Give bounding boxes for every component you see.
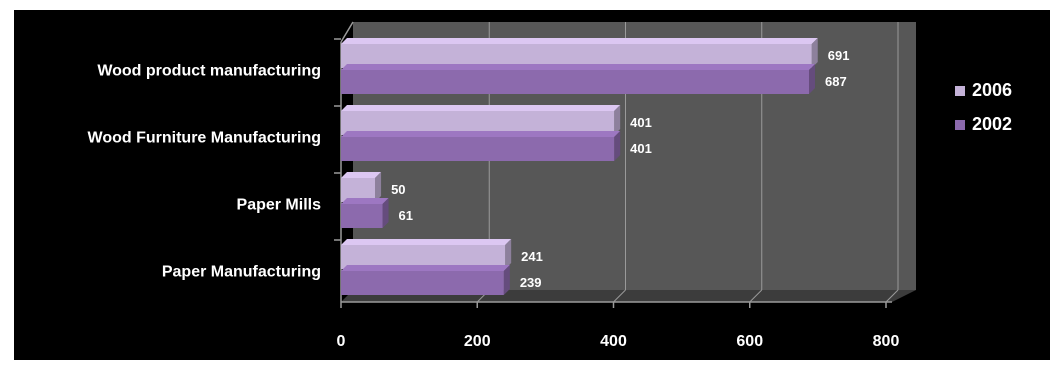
floor-gridline [885, 289, 899, 303]
category-label: Paper Manufacturing [162, 264, 321, 281]
x-tick-label: 800 [873, 333, 900, 350]
bar-2002 [341, 64, 816, 94]
bar-top-face [341, 265, 510, 271]
x-tick-label: 600 [736, 333, 763, 350]
bar-top-face [341, 131, 621, 137]
bar-2006 [341, 239, 512, 269]
bar-front-face [341, 70, 810, 94]
bars [341, 38, 818, 295]
bar-top-face [341, 64, 816, 70]
x-tick-label: 200 [464, 333, 491, 350]
bar-2006 [341, 105, 621, 135]
category-label: Wood product manufacturing [97, 63, 321, 80]
bar-top-face [341, 38, 818, 44]
data-label: 401 [630, 115, 652, 130]
bar-top-face [341, 198, 389, 204]
data-label: 61 [399, 208, 413, 223]
data-label: 687 [825, 74, 847, 89]
bar-side-face [614, 105, 621, 135]
chart-frame: 0 200 400 600 800 Wood product manufacturing 6… [14, 10, 1050, 360]
bar-side-face [614, 131, 621, 161]
category-label: Paper Mills [237, 197, 322, 214]
x-tick-label: 0 [337, 333, 346, 350]
bar-chart: 0 200 400 600 800 Wood product manufacturing 6… [88, 21, 1012, 350]
legend: 2006 2002 [955, 80, 1012, 134]
data-label: 241 [521, 249, 543, 264]
bar-side-face [811, 38, 818, 68]
bar-top-face [341, 239, 512, 245]
floor-gridline [613, 289, 626, 303]
data-label: 691 [828, 48, 850, 63]
bar-top-face [341, 105, 621, 111]
bar-front-face [341, 204, 383, 228]
legend-swatch [955, 86, 965, 96]
bar-top-face [341, 172, 382, 178]
labels: 0 200 400 600 800 Wood product manufacturing 6… [88, 48, 900, 350]
bar-front-face [341, 137, 615, 161]
legend-label: 2002 [972, 114, 1012, 134]
bar-side-face [382, 198, 389, 228]
x-tick-label: 400 [600, 333, 627, 350]
category-label: Wood Furniture Manufacturing [88, 130, 321, 147]
bar-side-face [375, 172, 382, 202]
bar-2006 [341, 172, 382, 202]
floor-gridline [749, 289, 763, 303]
bar-2006 [341, 38, 818, 68]
data-label: 50 [391, 182, 405, 197]
legend-swatch [955, 120, 965, 130]
bar-side-face [505, 239, 512, 269]
bar-2002 [341, 265, 510, 295]
data-label: 401 [630, 141, 652, 156]
data-label: 239 [520, 275, 542, 290]
bar-side-face [809, 64, 816, 94]
bar-front-face [341, 271, 504, 295]
legend-label: 2006 [972, 80, 1012, 100]
y-axis-depth-line [340, 21, 354, 43]
bar-2002 [341, 198, 389, 228]
bar-2002 [341, 131, 621, 161]
bar-side-face [503, 265, 510, 295]
